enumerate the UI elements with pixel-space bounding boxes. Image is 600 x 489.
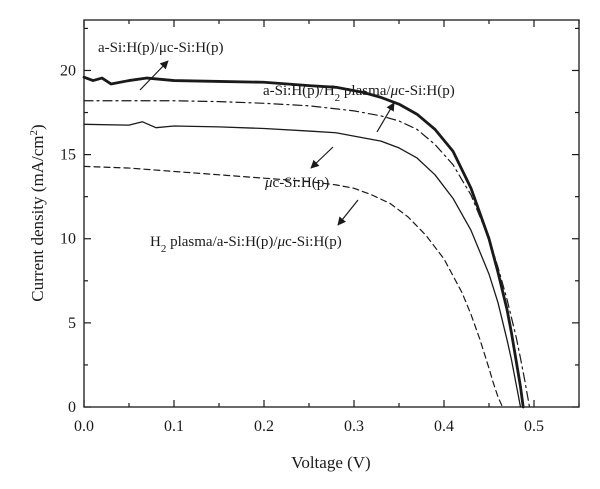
- x-tick-label: 0.4: [434, 418, 454, 435]
- plot-frame: [83, 19, 580, 408]
- series-layer: [82, 75, 531, 409]
- series-line-2: [83, 100, 531, 408]
- annotation-uc-si: μc-Si:H(p): [264, 175, 329, 191]
- x-tick-label: 0.5: [524, 418, 544, 435]
- x-tick-label: 0.2: [254, 418, 274, 435]
- annotation-arrow-h2-plasma-a-si-uc-si: [337, 199, 359, 226]
- y-tick-label: 5: [68, 315, 76, 332]
- annotation-arrow-uc-si: [310, 146, 334, 169]
- y-tick-label: 15: [60, 147, 76, 164]
- x-axis-title: Voltage (V): [291, 453, 370, 472]
- annotation-arrow-a-si-uc-si: [139, 60, 169, 91]
- annotation-a-si-h2-plasma-uc-si: a-Si:H(p)/H2 plasma/μc-Si:H(p): [263, 83, 455, 104]
- annotation-a-si-uc-si: a-Si:H(p)/μc-Si:H(p): [98, 40, 224, 56]
- x-tick-label: 0.3: [344, 418, 364, 435]
- y-tick-label: 10: [60, 231, 76, 248]
- x-tick-label: 0.1: [164, 418, 184, 435]
- y-tick-label: 20: [60, 62, 76, 79]
- series-line-3: [83, 121, 522, 408]
- x-tick-label: 0.0: [74, 418, 94, 435]
- axis-tick-labels: 0.0 0.1 0.2 0.3 0.4 0.5 0 5 10 15 20: [60, 62, 544, 435]
- y-tick-label: 0: [68, 399, 76, 416]
- y-axis-title: Current density (mA/cm2): [28, 124, 47, 301]
- axis-ticks: [83, 20, 580, 408]
- series-line-1: [82, 75, 525, 409]
- series-line-4: [83, 165, 504, 408]
- annotation-h2-plasma-a-si-uc-si: H2 plasma/a-Si:H(p)/μc-Si:H(p): [150, 234, 342, 255]
- annotation-arrow-a-si-h2-plasma-uc-si: [376, 102, 395, 133]
